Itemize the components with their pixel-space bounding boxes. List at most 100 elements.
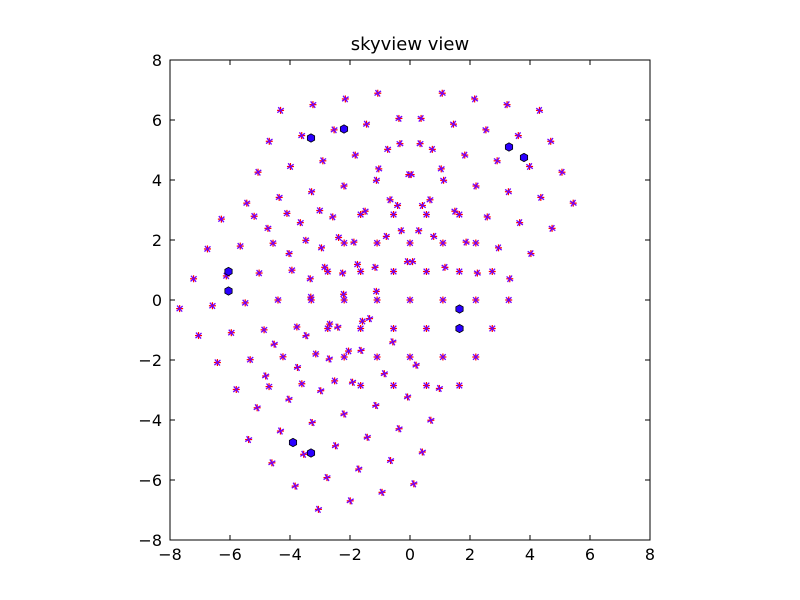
x-point [569,199,577,207]
x-point [275,193,283,202]
x-point [472,182,480,190]
hexagon-point [455,323,464,334]
x-point [390,268,397,275]
x-point [346,497,354,505]
x-point [427,416,435,424]
y-tick-label: 2 [152,231,162,250]
x-point [195,332,202,340]
x-point [213,359,221,366]
x-point [241,299,249,307]
x-point [362,120,371,128]
x-point [423,382,430,389]
x-point [232,386,240,393]
x-point [270,340,278,348]
x-point [439,239,447,247]
x-point [472,353,480,361]
x-tick-label: 8 [645,545,655,564]
x-point [293,323,301,331]
hexagon-point [224,266,233,277]
x-point [279,353,287,361]
x-point [265,383,273,391]
x-point [276,427,285,435]
x-point [299,450,308,459]
x-point [293,363,302,372]
y-tick-label: 8 [152,51,162,70]
x-point [380,369,389,378]
x-point [472,239,480,247]
x-point [506,275,514,283]
x-point [268,459,276,467]
x-point [309,101,317,109]
x-point [190,275,198,283]
y-tick-label: 4 [152,171,162,190]
x-point [423,211,430,218]
x-point [372,176,381,184]
x-point [548,224,556,232]
x-point [325,355,334,363]
x-point [286,162,295,171]
x-tick-label: −4 [278,545,302,564]
x-point [412,361,420,369]
x-point [374,89,382,97]
x-point [378,488,386,497]
hexagon-point [339,124,349,134]
x-point [335,234,343,241]
x-point [372,401,380,410]
x-point [382,232,390,241]
hexagon-point [224,286,233,296]
x-point [384,145,392,153]
x-point [340,182,348,190]
x-point [505,296,512,304]
x-point [296,219,304,227]
x-point [482,126,490,134]
x-point [176,305,184,313]
x-point [255,269,263,277]
x-point [371,263,379,271]
x-point [288,266,296,274]
x-point [253,404,261,412]
x-point [537,193,545,202]
x-point [236,242,244,250]
x-point [312,350,320,358]
x-point [350,238,358,246]
x-point [354,465,363,473]
x-point [265,137,273,145]
x-point [365,314,374,323]
x-point [372,287,380,295]
x-point [471,95,479,103]
x-point [462,238,470,246]
x-point [244,435,253,444]
x-point [334,323,342,331]
x-point [375,165,383,173]
x-point [291,482,299,490]
x-point [302,236,310,244]
x-point [415,227,423,235]
x-point [489,268,496,275]
x-point [302,331,310,340]
x-point [516,219,524,227]
x-point [204,245,211,253]
x-point [308,296,315,304]
y-tick-label: 6 [152,111,162,130]
x-point [428,145,436,153]
x-point [341,95,349,103]
x-point [395,114,403,123]
x-point [269,239,277,247]
x-point [254,168,262,176]
x-point [535,106,544,114]
hexagon-point [455,304,464,314]
x-point [227,329,235,337]
x-point [390,325,397,332]
x-tick-label: 2 [465,545,475,564]
x-point [403,393,412,401]
x-point [345,347,352,355]
x-point [426,196,434,204]
x-point [340,410,348,418]
x-point [324,268,331,275]
x-point [389,338,397,346]
x-point [407,170,415,179]
x-point [558,168,566,176]
x-point [437,165,445,173]
x-point [319,157,327,165]
